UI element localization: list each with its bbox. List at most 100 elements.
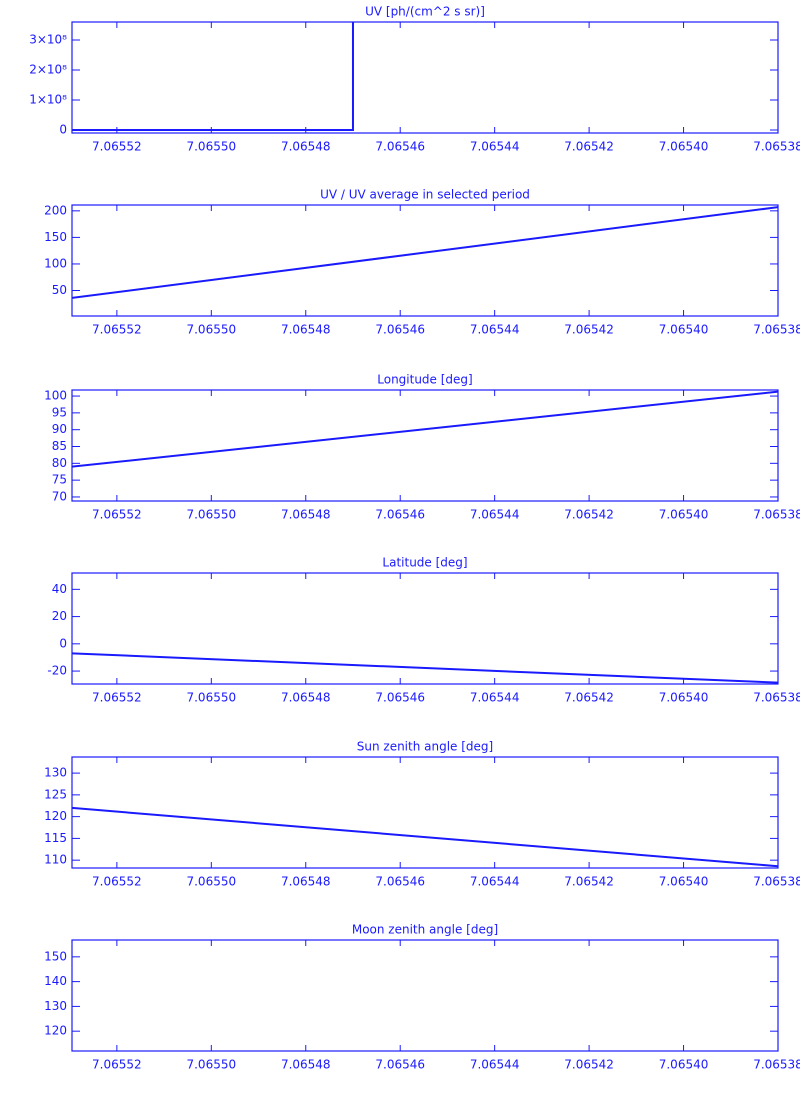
data-line (72, 652, 778, 684)
x-tick-label: 7.06540 (659, 140, 709, 154)
chart-title: Longitude [deg] (377, 373, 472, 387)
y-tick-label: 1×10⁸ (29, 93, 67, 107)
y-tick-label: 110 (44, 853, 67, 867)
x-tick-label: 7.06540 (659, 691, 709, 705)
y-tick-label: 3×10⁸ (29, 33, 67, 47)
chart-title: Moon zenith angle [deg] (352, 923, 498, 937)
chart-title: Latitude [deg] (382, 556, 467, 570)
x-tick-label: 7.06544 (470, 508, 520, 522)
data-line (72, 390, 778, 468)
plot-frame (71, 21, 779, 134)
x-tick-label: 7.06548 (281, 1058, 331, 1072)
x-tick-label: 7.06550 (186, 691, 236, 705)
x-tick-label: 7.06546 (375, 691, 425, 705)
x-tick-label: 7.06552 (92, 140, 142, 154)
plot-frame (71, 756, 779, 869)
y-tick-label: 150 (44, 230, 67, 244)
x-tick-label: 7.06548 (281, 508, 331, 522)
y-tick-label: -20 (47, 664, 67, 678)
x-tick-label: 7.06540 (659, 508, 709, 522)
plot-frame (71, 389, 779, 502)
x-tick-label: 7.06546 (375, 508, 425, 522)
x-tick-label: 7.06548 (281, 875, 331, 889)
y-tick-label: 0 (59, 636, 67, 650)
y-tick-label: 0 (59, 123, 67, 137)
x-tick-label: 7.06542 (564, 875, 614, 889)
x-tick-label: 7.06542 (564, 691, 614, 705)
data-line (72, 806, 778, 868)
x-tick-label: 7.06550 (186, 1058, 236, 1072)
x-tick-label: 7.06546 (375, 323, 425, 337)
x-tick-label: 7.06546 (375, 875, 425, 889)
panel: Longitude [deg] 7.06552 7.06550 7.06548 7.06… (44, 373, 800, 522)
panel: UV / UV average in selected period 7.0655… (44, 188, 800, 337)
panel: Latitude [deg] 7.06552 7.06550 7.06548 7.065… (47, 556, 800, 705)
x-tick-label: 7.06544 (470, 1058, 520, 1072)
y-tick-label: 100 (44, 256, 67, 270)
chart-title: UV [ph/(cm^2 s sr)] (365, 5, 485, 19)
x-tick-label: 7.06544 (470, 875, 520, 889)
y-tick-label: 130 (44, 999, 67, 1013)
chart-title: Sun zenith angle [deg] (357, 740, 493, 754)
x-tick-label: 7.06548 (281, 323, 331, 337)
x-tick-label: 7.06552 (92, 875, 142, 889)
panel: UV [ph/(cm^2 s sr)] 7.06552 7.06550 7.06548… (29, 5, 800, 154)
y-tick-label: 120 (44, 809, 67, 823)
plot-frame (71, 204, 779, 317)
x-tick-label: 7.06538 (753, 323, 800, 337)
x-tick-label: 7.06552 (92, 508, 142, 522)
y-tick-label: 115 (44, 831, 67, 845)
x-tick-label: 7.06544 (470, 140, 520, 154)
x-tick-label: 7.06552 (92, 323, 142, 337)
plot-frame (71, 572, 779, 685)
x-tick-label: 7.06538 (753, 140, 800, 154)
y-tick-label: 150 (44, 949, 67, 963)
y-tick-label: 50 (52, 283, 67, 297)
x-tick-label: 7.06538 (753, 691, 800, 705)
x-tick-label: 7.06538 (753, 875, 800, 889)
x-tick-label: 7.06542 (564, 323, 614, 337)
x-tick-label: 7.06546 (375, 140, 425, 154)
x-tick-label: 7.06552 (92, 1058, 142, 1072)
x-tick-label: 7.06548 (281, 140, 331, 154)
x-tick-label: 7.06548 (281, 691, 331, 705)
x-tick-label: 7.06540 (659, 1058, 709, 1072)
y-tick-label: 80 (52, 456, 67, 470)
x-tick-label: 7.06540 (659, 323, 709, 337)
plot-frame (71, 939, 779, 1052)
y-tick-label: 120 (44, 1024, 67, 1038)
data-line (72, 22, 354, 131)
x-tick-label: 7.06550 (186, 875, 236, 889)
y-tick-label: 130 (44, 766, 67, 780)
x-tick-label: 7.06538 (753, 1058, 800, 1072)
x-tick-label: 7.06542 (564, 140, 614, 154)
x-tick-label: 7.06550 (186, 323, 236, 337)
y-tick-label: 70 (52, 489, 67, 503)
y-tick-label: 90 (52, 422, 67, 436)
y-tick-label: 85 (52, 439, 67, 453)
data-line (72, 206, 778, 299)
x-tick-label: 7.06540 (659, 875, 709, 889)
y-tick-label: 125 (44, 787, 67, 801)
y-tick-label: 20 (52, 609, 67, 623)
y-tick-label: 200 (44, 203, 67, 217)
panel: Sun zenith angle [deg] 7.06552 7.06550 7.06… (44, 740, 800, 889)
y-tick-label: 100 (44, 389, 67, 403)
x-tick-label: 7.06550 (186, 140, 236, 154)
x-tick-label: 7.06544 (470, 691, 520, 705)
y-tick-label: 40 (52, 582, 67, 596)
y-tick-label: 2×10⁸ (29, 63, 67, 77)
panel: Moon zenith angle [deg] 7.06552 7.06550 7.0… (44, 923, 800, 1072)
y-tick-label: 95 (52, 405, 67, 419)
x-tick-label: 7.06542 (564, 1058, 614, 1072)
x-tick-label: 7.06552 (92, 691, 142, 705)
y-tick-label: 75 (52, 473, 67, 487)
x-tick-label: 7.06550 (186, 508, 236, 522)
x-tick-label: 7.06546 (375, 1058, 425, 1072)
chart-title: UV / UV average in selected period (320, 188, 530, 202)
x-tick-label: 7.06544 (470, 323, 520, 337)
x-tick-label: 7.06538 (753, 508, 800, 522)
y-tick-label: 140 (44, 974, 67, 988)
x-tick-label: 7.06542 (564, 508, 614, 522)
